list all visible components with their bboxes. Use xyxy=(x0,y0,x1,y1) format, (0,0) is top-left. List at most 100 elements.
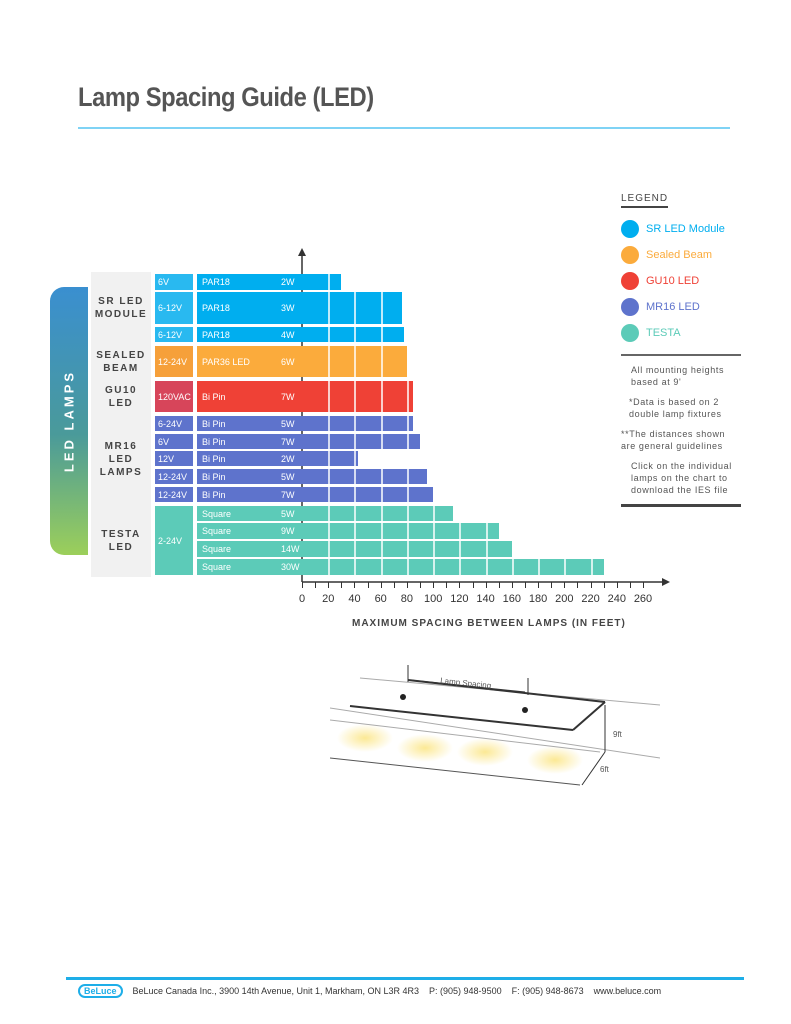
lamp-type: Square xyxy=(202,526,232,536)
legend-dot-icon xyxy=(621,246,639,264)
group-label: TESTA LED xyxy=(91,504,151,577)
lamp-type: PAR36 LED xyxy=(202,356,250,367)
x-tick xyxy=(341,582,343,588)
footer-website[interactable]: www.beluce.com xyxy=(593,986,662,996)
x-tick xyxy=(459,582,461,588)
legend-dot-icon xyxy=(621,298,639,316)
group-label: MR16 LED LAMPS xyxy=(91,414,151,504)
lamp-type: Square xyxy=(202,562,232,572)
height-label: 9ft xyxy=(613,730,623,739)
lamp-type: Bi Pin xyxy=(202,453,226,464)
x-tick xyxy=(446,582,448,588)
x-tick xyxy=(524,582,526,588)
x-tick xyxy=(433,582,435,588)
lamp-bar[interactable]: PAR18 4W xyxy=(197,327,405,342)
x-tick-label: 120 xyxy=(450,593,469,605)
lamp-bar[interactable]: Bi Pin 7W xyxy=(197,434,421,449)
x-tick xyxy=(511,582,513,588)
note-data: *Data is based on 2 double lamp fixtures xyxy=(629,397,722,419)
lamp-bar[interactable]: Bi Pin 5W xyxy=(197,469,427,484)
legend-dot-icon xyxy=(621,324,639,342)
group-label: SR LED MODULE xyxy=(91,272,151,344)
lamp-bar[interactable]: PAR18 2W xyxy=(197,274,342,290)
x-tick-label: 200 xyxy=(555,593,574,605)
lamp-bar[interactable]: PAR18 3W xyxy=(197,292,402,324)
legend-dot-icon xyxy=(621,272,639,290)
lamp-wattage: 2W xyxy=(281,453,295,464)
legend: LEGEND SR LED Module Sealed Beam GU10 LED M… xyxy=(621,188,741,507)
voltage-cell: 12-24V xyxy=(155,469,193,484)
footer-phone: P: (905) 948-9500 xyxy=(429,986,502,996)
lamp-wattage: 3W xyxy=(281,303,295,313)
lamp-wattage: 2W xyxy=(281,277,295,287)
lamp-wattage: 14W xyxy=(281,544,300,554)
x-tick xyxy=(590,582,592,588)
voltage-cell: 2-24V xyxy=(155,506,193,575)
footer: BeLuce BeLuce Canada Inc., 3900 14th Ave… xyxy=(78,984,661,998)
voltage-cell: 12V xyxy=(155,451,193,466)
lamp-wattage: 5W xyxy=(281,418,295,429)
x-tick xyxy=(603,582,605,588)
lamp-type: PAR18 xyxy=(202,329,230,340)
x-tick xyxy=(498,582,500,588)
x-tick xyxy=(380,582,382,588)
lamp-bar[interactable]: Bi Pin 7W xyxy=(197,487,434,502)
legend-item: MR16 LED xyxy=(621,294,741,320)
spacing-label: Lamp Spacing xyxy=(440,676,492,690)
page-title: Lamp Spacing Guide (LED) xyxy=(78,82,374,112)
x-tick-label: 80 xyxy=(400,593,414,605)
x-tick-label: 0 xyxy=(298,593,306,605)
note-click: Click on the individual lamps on the cha… xyxy=(631,461,732,495)
x-tick-label: 260 xyxy=(633,593,653,605)
lamp-bar[interactable]: Square 9W xyxy=(197,523,499,539)
legend-item: GU10 LED xyxy=(621,268,741,294)
x-tick xyxy=(485,582,487,588)
legend-item: Sealed Beam xyxy=(621,242,741,268)
group-label: SEALED BEAM xyxy=(91,344,151,379)
x-tick-label: 60 xyxy=(374,593,387,605)
footer-address: BeLuce Canada Inc., 3900 14th Avenue, Un… xyxy=(132,986,420,996)
footer-divider xyxy=(66,977,744,980)
beluce-logo[interactable]: BeLuce xyxy=(78,984,123,998)
lamp-bar[interactable]: Bi Pin 5W xyxy=(197,416,414,431)
lamp-type: Bi Pin xyxy=(202,418,226,429)
legend-item: TESTA xyxy=(621,320,741,346)
lamp-type: PAR18 xyxy=(202,303,230,313)
lamp-bar[interactable]: Bi Pin 2W xyxy=(197,451,359,466)
lamp-type: Bi Pin xyxy=(202,436,226,447)
lamp-type: Square xyxy=(202,508,232,519)
x-tick-label: 40 xyxy=(348,593,361,605)
lamp-wattage: 7W xyxy=(281,489,295,500)
lamp-bar[interactable]: Square 14W xyxy=(197,541,512,557)
lamp-wattage: 6W xyxy=(281,356,295,367)
lamp-bar[interactable]: Square 30W xyxy=(197,559,604,575)
x-axis-arrow-icon xyxy=(662,578,670,586)
voltage-cell: 6-12V xyxy=(155,327,193,342)
x-tick xyxy=(472,582,474,588)
x-tick xyxy=(616,582,618,588)
x-tick xyxy=(643,582,644,588)
x-tick xyxy=(406,582,408,588)
legend-dot-icon xyxy=(621,220,639,238)
x-tick xyxy=(551,582,553,588)
lamp-bar[interactable]: Square 5W xyxy=(197,506,453,521)
x-tick-label: 220 xyxy=(581,593,600,605)
lamp-wattage: 5W xyxy=(281,471,295,482)
x-tick xyxy=(538,582,540,588)
legend-label: SR LED Module xyxy=(646,223,725,235)
lamp-icon xyxy=(522,707,528,713)
lamp-spacing-diagram: Lamp Spacing 9ft 6ft xyxy=(330,665,660,786)
lamp-wattage: 7W xyxy=(281,391,295,402)
x-tick xyxy=(367,582,369,588)
note-distances: **The distances shown are general guidel… xyxy=(621,429,726,451)
note-mounting: All mounting heights based at 9' xyxy=(631,365,725,387)
voltage-cell: 6V xyxy=(155,434,193,449)
legend-notes: All mounting heights based at 9' *Data i… xyxy=(621,354,741,507)
lamp-wattage: 30W xyxy=(281,562,300,572)
title-divider xyxy=(78,127,730,129)
legend-label: Sealed Beam xyxy=(646,249,713,261)
width-label: 6ft xyxy=(600,765,610,774)
lamp-wattage: 5W xyxy=(281,508,295,519)
lamp-bar[interactable]: Bi Pin 7W xyxy=(197,381,414,412)
lamp-bar[interactable]: PAR36 LED 6W xyxy=(197,346,407,377)
